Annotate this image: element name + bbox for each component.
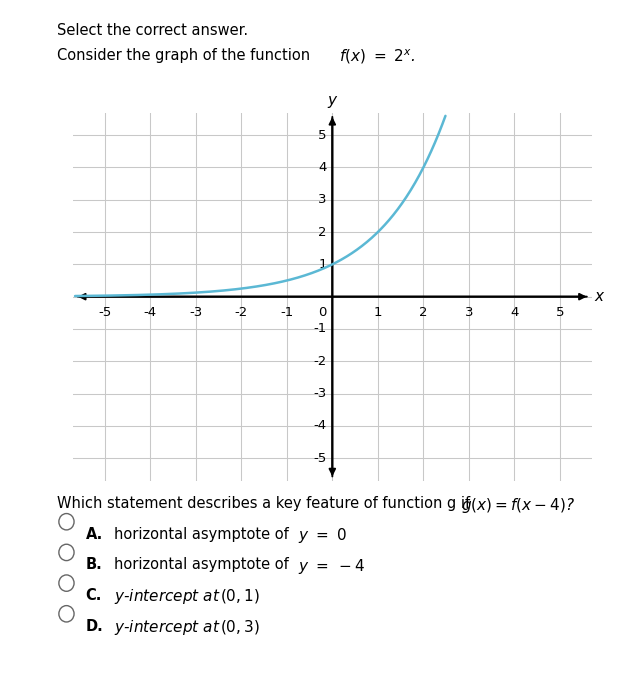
- Text: Select the correct answer.: Select the correct answer.: [57, 23, 248, 38]
- Text: $g(x) = f(x-4)$?: $g(x) = f(x-4)$?: [461, 496, 575, 515]
- Text: horizontal asymptote of: horizontal asymptote of: [114, 557, 293, 572]
- Text: 1: 1: [318, 258, 327, 271]
- Text: A.: A.: [85, 527, 103, 542]
- Text: $(0,3)$: $(0,3)$: [220, 618, 260, 636]
- Text: horizontal asymptote of: horizontal asymptote of: [114, 527, 293, 542]
- Text: 3: 3: [465, 306, 473, 318]
- Text: Consider the graph of the function: Consider the graph of the function: [57, 48, 315, 63]
- Text: -3: -3: [313, 387, 327, 400]
- Text: Which statement describes a key feature of function g if: Which statement describes a key feature …: [57, 496, 475, 512]
- Text: $y\ =\ 0$: $y\ =\ 0$: [298, 526, 346, 545]
- Text: 4: 4: [318, 161, 327, 174]
- Text: 5: 5: [318, 129, 327, 142]
- Text: 3: 3: [318, 193, 327, 206]
- Text: $\it{y}$: $\it{y}$: [327, 94, 338, 110]
- Text: -1: -1: [280, 306, 294, 318]
- Text: 2: 2: [318, 226, 327, 239]
- Text: $f(x)\ =\ 2^x$.: $f(x)\ =\ 2^x$.: [339, 47, 415, 65]
- Text: -3: -3: [189, 306, 203, 318]
- Text: $y\ =\ -4$: $y\ =\ -4$: [298, 557, 365, 576]
- Text: $y$-intercept at: $y$-intercept at: [114, 587, 220, 606]
- Text: 5: 5: [556, 306, 564, 318]
- Text: -2: -2: [235, 306, 248, 318]
- Text: -1: -1: [313, 323, 327, 336]
- Text: $\it{x}$: $\it{x}$: [594, 289, 606, 304]
- Text: D.: D.: [85, 619, 103, 634]
- Text: -5: -5: [98, 306, 111, 318]
- Text: $y$-intercept at: $y$-intercept at: [114, 618, 220, 637]
- Text: $(0,1)$: $(0,1)$: [220, 587, 260, 605]
- Text: -4: -4: [314, 419, 327, 432]
- Text: 2: 2: [419, 306, 428, 318]
- Text: -5: -5: [313, 451, 327, 464]
- Text: 0: 0: [318, 306, 327, 318]
- Text: C.: C.: [85, 588, 102, 603]
- Text: -2: -2: [313, 355, 327, 368]
- Text: B.: B.: [85, 557, 102, 572]
- Text: -4: -4: [144, 306, 157, 318]
- Text: 4: 4: [510, 306, 518, 318]
- Text: 1: 1: [373, 306, 382, 318]
